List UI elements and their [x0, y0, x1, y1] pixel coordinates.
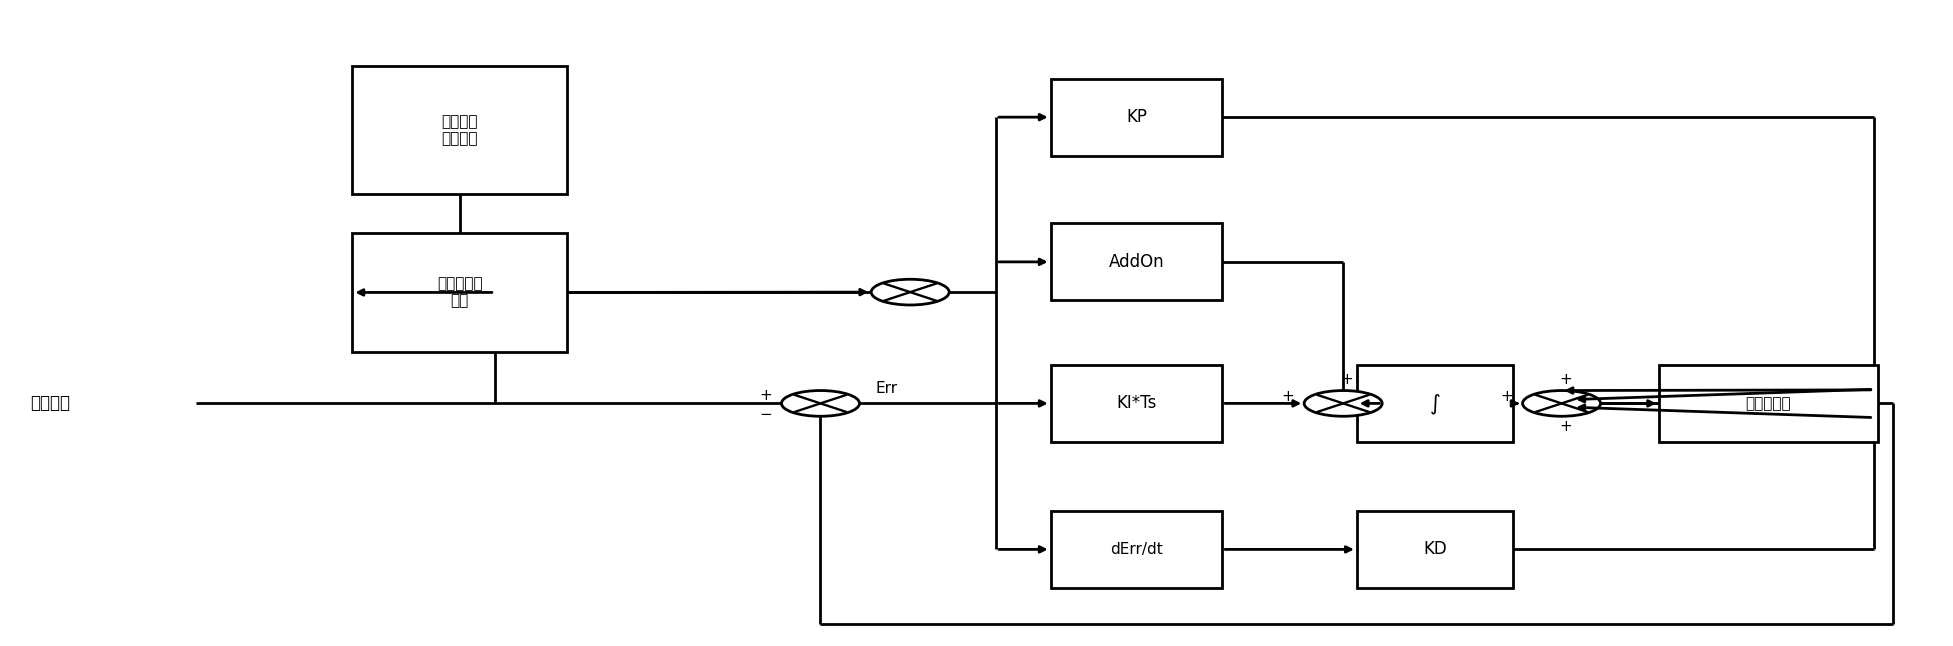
Text: Err: Err [875, 380, 896, 396]
Circle shape [781, 391, 859, 416]
FancyBboxPatch shape [1357, 365, 1514, 442]
Text: +: + [760, 388, 771, 403]
FancyBboxPatch shape [1357, 511, 1514, 588]
Circle shape [871, 279, 949, 305]
Text: 超温和欠温
阈値: 超温和欠温 阈値 [437, 276, 482, 309]
Text: +: + [1500, 390, 1514, 404]
Text: KP: KP [1127, 108, 1146, 126]
Text: KD: KD [1424, 541, 1447, 558]
Text: dErr/dt: dErr/dt [1109, 542, 1162, 557]
Text: +: + [1558, 419, 1572, 435]
Text: +: + [1340, 372, 1353, 388]
Text: AddOn: AddOn [1109, 253, 1164, 271]
Text: 神经网络
预测水温: 神经网络 预测水温 [441, 114, 478, 146]
FancyBboxPatch shape [352, 66, 566, 194]
FancyBboxPatch shape [1660, 365, 1877, 442]
Circle shape [1305, 391, 1383, 416]
Text: 电子节温器: 电子节温器 [1746, 396, 1791, 411]
Text: −: − [760, 408, 771, 422]
Text: ∫: ∫ [1430, 393, 1439, 413]
Circle shape [1523, 391, 1601, 416]
FancyBboxPatch shape [1051, 511, 1223, 588]
FancyBboxPatch shape [352, 233, 566, 352]
FancyBboxPatch shape [1051, 79, 1223, 156]
FancyBboxPatch shape [1051, 224, 1223, 300]
Text: +: + [1281, 390, 1295, 404]
Text: +: + [1558, 372, 1572, 388]
Text: KI*Ts: KI*Ts [1117, 395, 1156, 412]
FancyBboxPatch shape [1051, 365, 1223, 442]
Text: 需求温度: 需求温度 [31, 395, 70, 412]
